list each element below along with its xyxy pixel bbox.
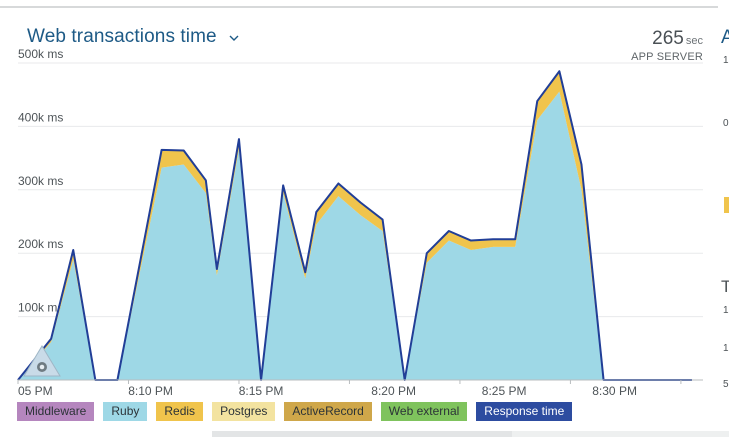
legend-item[interactable]: Middleware — [17, 402, 95, 421]
top-divider — [0, 6, 729, 8]
edge-text: A — [721, 27, 729, 48]
deployment-marker-triangle — [23, 345, 61, 377]
x-tick-label: 8:10 PM — [128, 384, 173, 398]
chart-legend: Middleware Ruby Redis Postgres ActiveRecord W… — [17, 402, 581, 421]
legend-item[interactable]: Redis — [156, 402, 204, 421]
chart-header[interactable]: Web transactions time — [27, 26, 239, 48]
web-transactions-chart[interactable]: 100k ms 200k ms 300k ms 400k ms 500k ms 05 PM… — [0, 0, 718, 400]
y-tick-label: 200k ms — [18, 237, 63, 251]
y-tick-label: 400k ms — [18, 110, 63, 124]
x-tick-label: 8:20 PM — [371, 384, 416, 398]
edge-text: 1 — [723, 343, 729, 354]
edge-text: 5 — [723, 379, 729, 390]
edge-text: 1 — [723, 305, 729, 316]
area-series-ruby — [18, 91, 692, 380]
x-tick-label: 8:25 PM — [482, 384, 527, 398]
scroll-track-end — [512, 431, 729, 437]
x-tick-label: 8:15 PM — [239, 384, 284, 398]
edge-text: 0 — [723, 118, 729, 129]
y-tick-label: 100k ms — [18, 301, 63, 315]
legend-item[interactable]: Postgres — [212, 402, 276, 421]
x-tick-label: 8:30 PM — [592, 384, 637, 398]
app-server-unit: sec — [685, 35, 703, 47]
x-tick-label: 05 PM — [18, 384, 53, 398]
response-time-line — [17, 70, 692, 381]
legend-item[interactable]: Web external — [380, 402, 468, 421]
edge-swatch — [724, 197, 729, 213]
app-server-value: 265 — [652, 28, 684, 49]
y-tick-label: 500k ms — [18, 47, 63, 61]
app-server-label: APP SERVER — [631, 51, 703, 63]
scroll-track — [212, 431, 512, 437]
legend-item[interactable]: ActiveRecord — [284, 402, 372, 421]
y-tick-label: 300k ms — [18, 174, 63, 188]
chevron-down-icon[interactable] — [229, 29, 239, 47]
edge-text: 1 — [723, 55, 729, 66]
adjacent-panel-edge: A 1 0 T 1 1 5 — [718, 0, 729, 437]
deployment-marker-icon — [23, 345, 61, 377]
deployment-marker-dot-center — [39, 364, 45, 370]
chart-title[interactable]: Web transactions time — [27, 26, 217, 47]
app-server-summary: 265 sec APP SERVER — [631, 28, 703, 63]
legend-item[interactable]: Response time — [476, 402, 573, 421]
legend-item[interactable]: Ruby — [103, 402, 148, 421]
edge-text: T — [721, 277, 729, 296]
